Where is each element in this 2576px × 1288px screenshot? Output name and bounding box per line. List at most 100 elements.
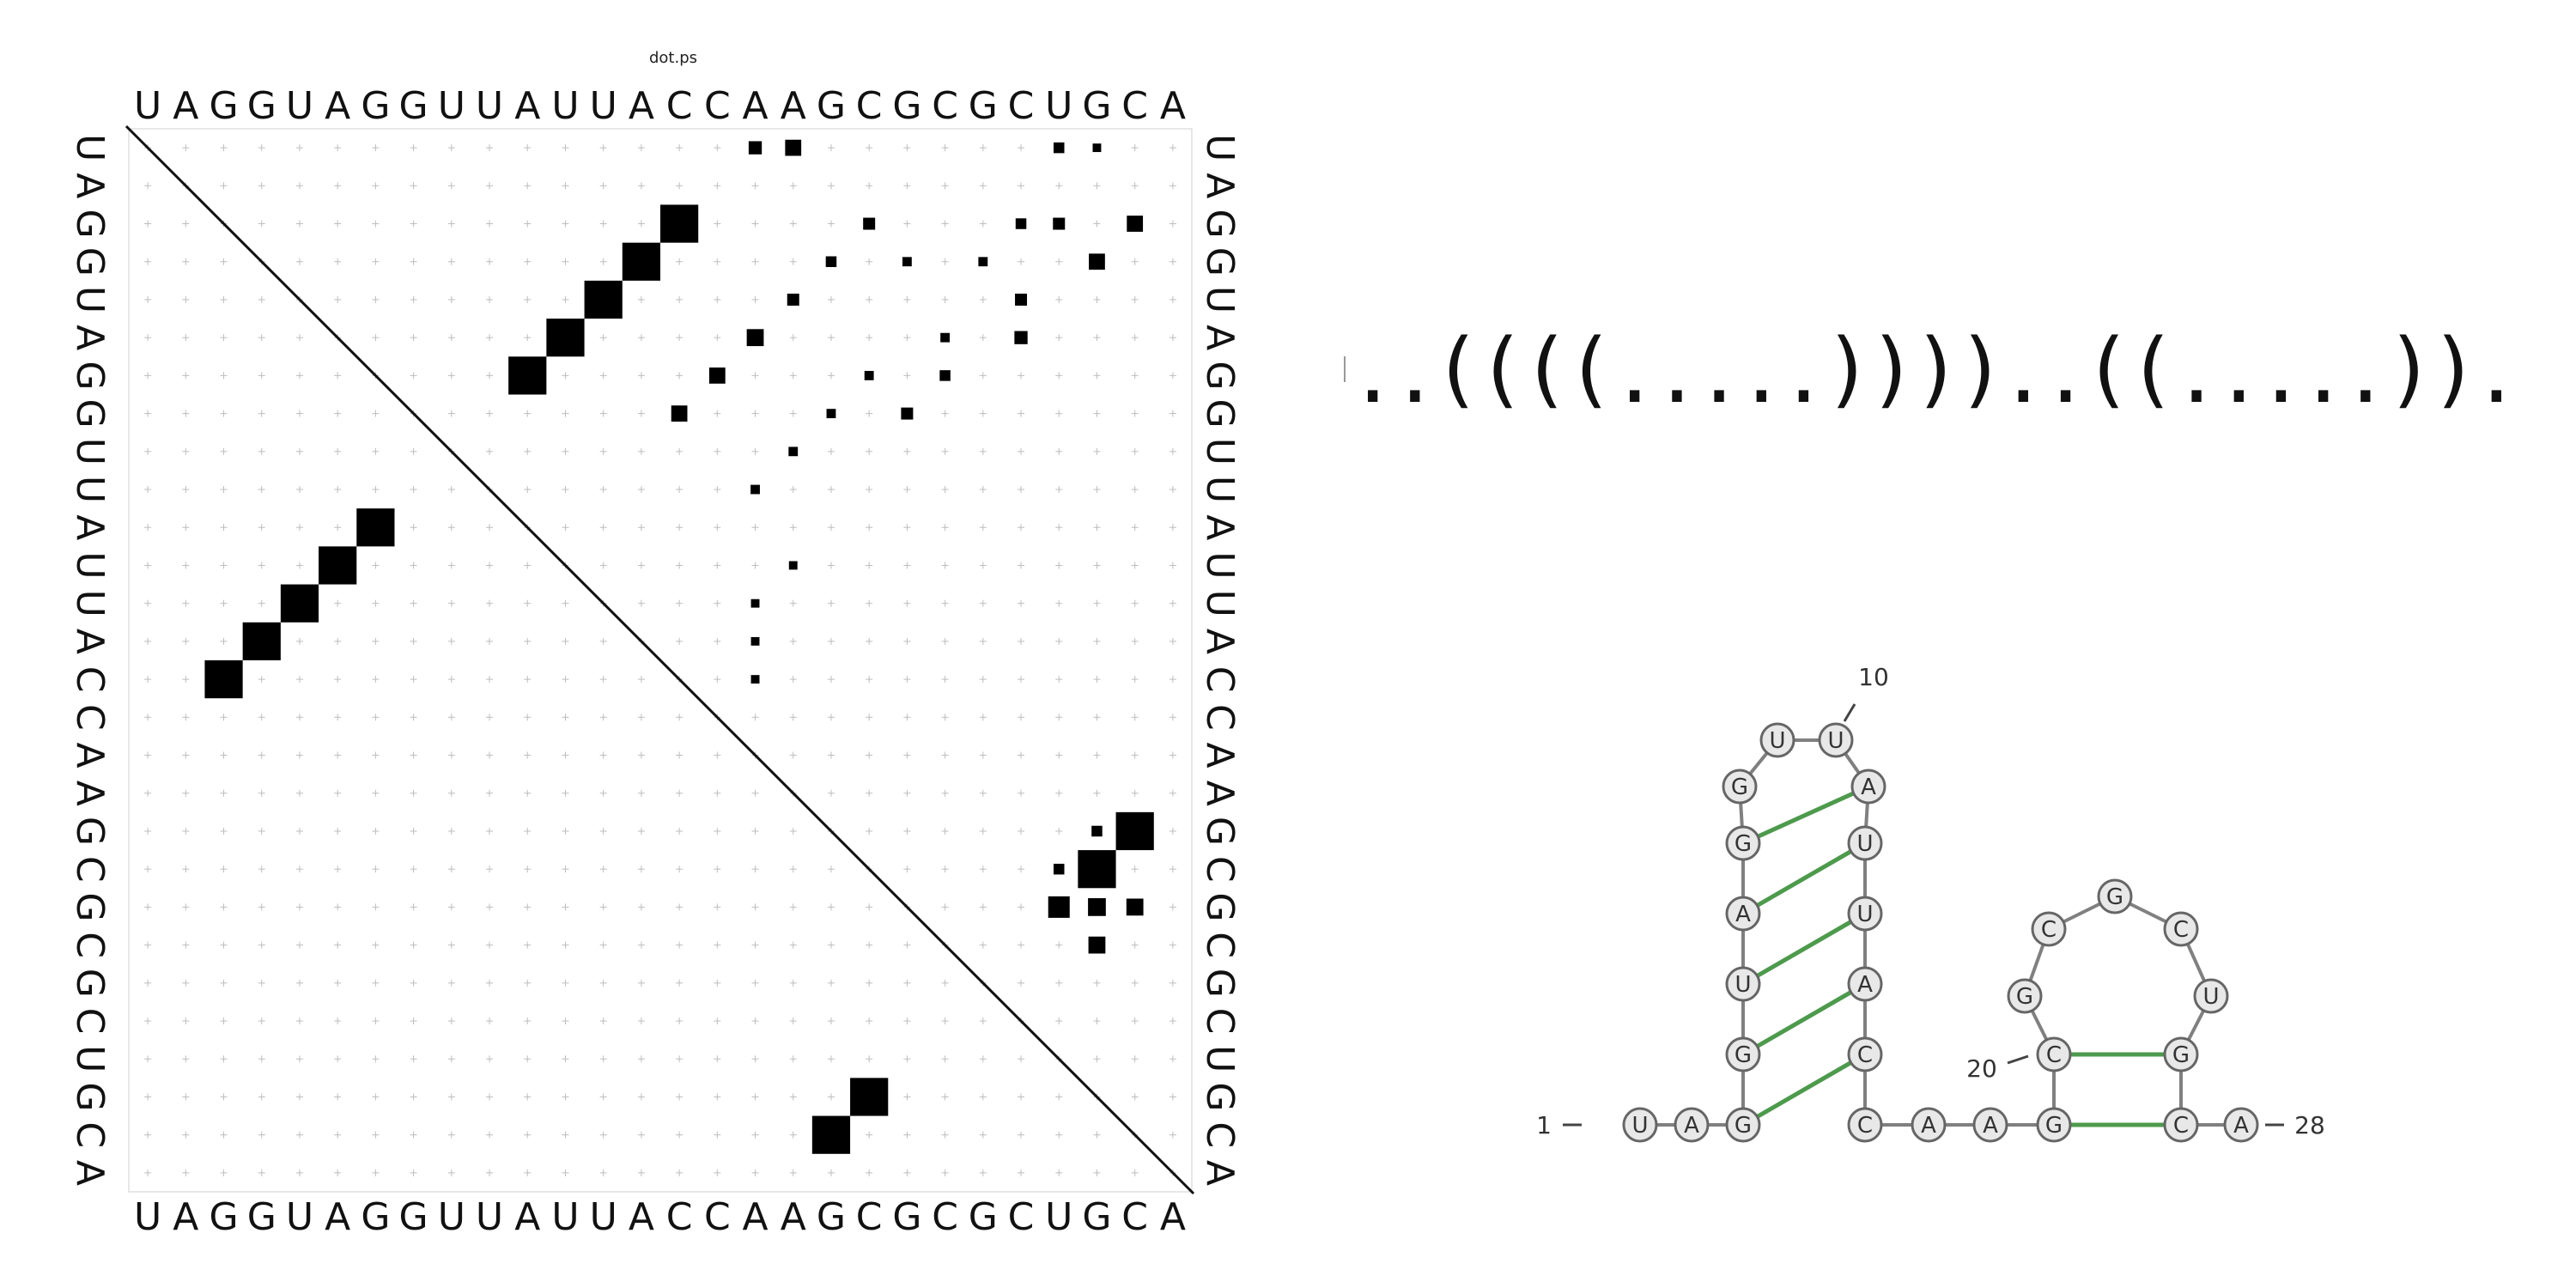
close-bracket: ) bbox=[2437, 321, 2470, 417]
probability-square bbox=[708, 368, 726, 384]
sequence-top-nucleotide: C bbox=[932, 84, 958, 128]
unpaired-dot: . bbox=[2181, 314, 2212, 424]
sequence-left-nucleotide: G bbox=[68, 969, 112, 998]
nucleotide-node bbox=[1622, 1107, 1658, 1143]
open-bracket: ( bbox=[1575, 321, 1608, 417]
probability-square bbox=[902, 257, 912, 267]
sequence-left-nucleotide: C bbox=[68, 704, 112, 731]
sequence-left-nucleotide: A bbox=[68, 629, 112, 654]
sequence-right-nucleotide: G bbox=[1198, 969, 1242, 998]
probability-square bbox=[788, 447, 799, 457]
nucleotide-node bbox=[2223, 1107, 2259, 1143]
sequence-top-nucleotide: U bbox=[476, 84, 503, 128]
sequence-top-nucleotide: A bbox=[742, 84, 768, 128]
nucleotide-letter: U bbox=[1856, 831, 1873, 857]
dot-plot-title: dot.ps bbox=[649, 49, 697, 67]
close-bracket: ) bbox=[1919, 321, 1953, 417]
nucleotide-node bbox=[1847, 1036, 1883, 1072]
sequence-bottom-nucleotide: G bbox=[247, 1195, 276, 1239]
sequence-right-nucleotide: A bbox=[1198, 742, 1242, 768]
unpaired-dot: . bbox=[2481, 314, 2512, 424]
sequence-left-nucleotide: U bbox=[68, 134, 112, 161]
sequence-right-nucleotide: U bbox=[1198, 551, 1242, 579]
sequence-top-nucleotide: C bbox=[1008, 84, 1035, 128]
sequence-top-nucleotide: C bbox=[1121, 84, 1148, 128]
probability-square bbox=[671, 405, 688, 422]
sequence-left-nucleotide: G bbox=[68, 247, 112, 276]
probability-square bbox=[660, 204, 699, 243]
sequence-right-nucleotide: U bbox=[1198, 1045, 1242, 1072]
sequence-right-nucleotide: A bbox=[1198, 781, 1242, 806]
nucleotide-letter: C bbox=[2173, 917, 2189, 943]
probability-square bbox=[1088, 936, 1106, 954]
sequence-bottom-nucleotide: U bbox=[1045, 1195, 1072, 1239]
nucleotide-letter: G bbox=[2106, 884, 2123, 910]
probability-square bbox=[1015, 293, 1028, 306]
sequence-right-nucleotide: C bbox=[1198, 856, 1242, 883]
nucleotide-letter: G bbox=[1731, 775, 1748, 800]
probability-square bbox=[1126, 898, 1144, 916]
probability-square bbox=[584, 280, 623, 319]
unpaired-dot: . bbox=[1746, 314, 1777, 424]
nucleotide-node bbox=[1911, 1107, 1947, 1143]
sequence-top-nucleotide: A bbox=[629, 84, 654, 128]
nucleotide-node bbox=[1847, 1107, 1883, 1143]
nucleotide-letter: C bbox=[2046, 1042, 2062, 1068]
probability-square bbox=[1088, 898, 1106, 916]
base-pair-line bbox=[1741, 981, 1867, 1057]
mfe-square bbox=[204, 660, 243, 699]
sequence-left-nucleotide: G bbox=[68, 399, 112, 428]
sequence-right-nucleotide: U bbox=[1198, 590, 1242, 617]
sequence-bottom-nucleotide: G bbox=[1082, 1195, 1111, 1239]
probability-square bbox=[1014, 331, 1028, 344]
sequence-bottom-nucleotide: A bbox=[514, 1195, 540, 1239]
sequence-bottom-nucleotide: C bbox=[1008, 1195, 1035, 1239]
probability-square bbox=[622, 242, 660, 281]
close-bracket: ) bbox=[1831, 321, 1863, 417]
nucleotide-node bbox=[1847, 825, 1883, 861]
sequence-top-nucleotide: U bbox=[590, 84, 617, 128]
mfe-square bbox=[850, 1078, 889, 1116]
nucleotide-letter: A bbox=[2233, 1113, 2249, 1139]
sequence-right-nucleotide: U bbox=[1198, 476, 1242, 503]
sequence-left-nucleotide: C bbox=[68, 1008, 112, 1035]
nucleotide-node bbox=[2193, 978, 2229, 1014]
sequence-left-nucleotide: U bbox=[68, 551, 112, 579]
sequence-bottom-nucleotide: A bbox=[173, 1195, 198, 1239]
sequence-left-nucleotide: C bbox=[68, 856, 112, 883]
label-end: 28 bbox=[2294, 1111, 2325, 1139]
nucleotide-node bbox=[2163, 1107, 2199, 1143]
nucleotide-node bbox=[2031, 911, 2067, 947]
sequence-bottom-nucleotide: G bbox=[209, 1195, 238, 1239]
nucleotide-letter: C bbox=[2173, 1113, 2189, 1139]
probability-square bbox=[750, 598, 760, 608]
ten-tick bbox=[1843, 703, 1856, 722]
sequence-bottom-nucleotide: C bbox=[704, 1195, 731, 1239]
unpaired-dot: . bbox=[2266, 314, 2296, 424]
unpaired-dot: . bbox=[1789, 314, 1819, 424]
probability-square bbox=[787, 293, 799, 306]
nucleotide-node bbox=[1972, 1107, 2008, 1143]
probability-square bbox=[978, 257, 988, 267]
sequence-top-nucleotide: U bbox=[551, 84, 579, 128]
nucleotide-node bbox=[1818, 722, 1854, 758]
probability-square bbox=[1092, 143, 1102, 153]
unpaired-dot: . bbox=[2350, 314, 2381, 424]
probability-square bbox=[750, 484, 760, 495]
sequence-top-nucleotide: A bbox=[325, 84, 350, 128]
sequence-top-nucleotide: G bbox=[399, 84, 428, 128]
sequence-bottom-nucleotide: U bbox=[476, 1195, 503, 1239]
sequence-left-nucleotide: A bbox=[68, 325, 112, 350]
sequence-left-nucleotide: G bbox=[68, 209, 112, 238]
sequence-right-nucleotide: G bbox=[1198, 247, 1242, 276]
unpaired-dot: . bbox=[1400, 314, 1431, 424]
probability-square bbox=[1091, 825, 1103, 837]
sequence-left-nucleotide: U bbox=[68, 1045, 112, 1072]
sequence-right-nucleotide: G bbox=[1198, 209, 1242, 238]
unpaired-dot: . bbox=[2223, 314, 2254, 424]
sequence-bottom-nucleotide: A bbox=[629, 1195, 654, 1239]
nucleotide-letter: A bbox=[1684, 1113, 1699, 1139]
sequence-left-nucleotide: A bbox=[68, 1160, 112, 1186]
sequence-top-nucleotide: G bbox=[247, 84, 276, 128]
